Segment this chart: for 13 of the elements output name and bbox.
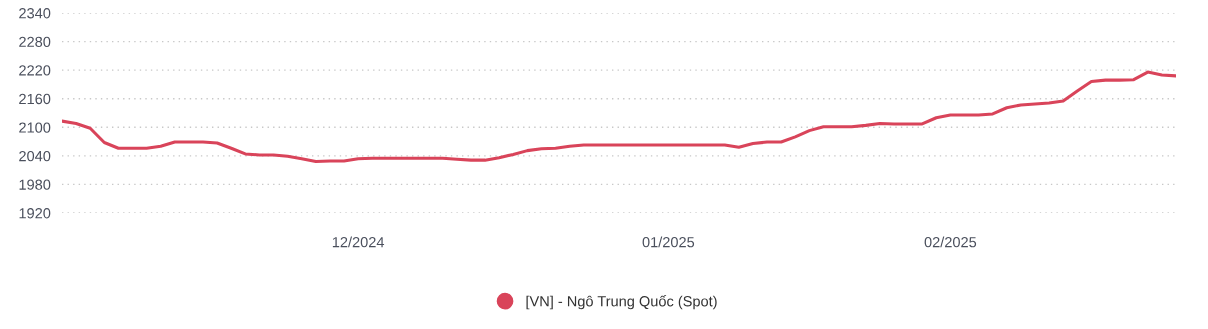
y-tick-label: 2280 bbox=[19, 36, 51, 47]
legend-label: [VN] - Ngô Trung Quốc (Spot) bbox=[526, 295, 717, 310]
y-tick-label: 2340 bbox=[19, 8, 51, 19]
y-tick-label: 2220 bbox=[19, 65, 51, 76]
x-tick-label: 12/2024 bbox=[332, 236, 385, 248]
y-tick-label: 1980 bbox=[19, 179, 51, 190]
y-tick-label: 1920 bbox=[19, 208, 51, 219]
y-tick-label: 2040 bbox=[19, 150, 51, 162]
x-tick-label: 02/2025 bbox=[924, 236, 977, 248]
y-tick-label: 2100 bbox=[19, 122, 51, 133]
x-tick-label: 01/2025 bbox=[642, 236, 695, 248]
y-tick-label: 2160 bbox=[19, 93, 51, 105]
line-series bbox=[62, 70, 1176, 164]
